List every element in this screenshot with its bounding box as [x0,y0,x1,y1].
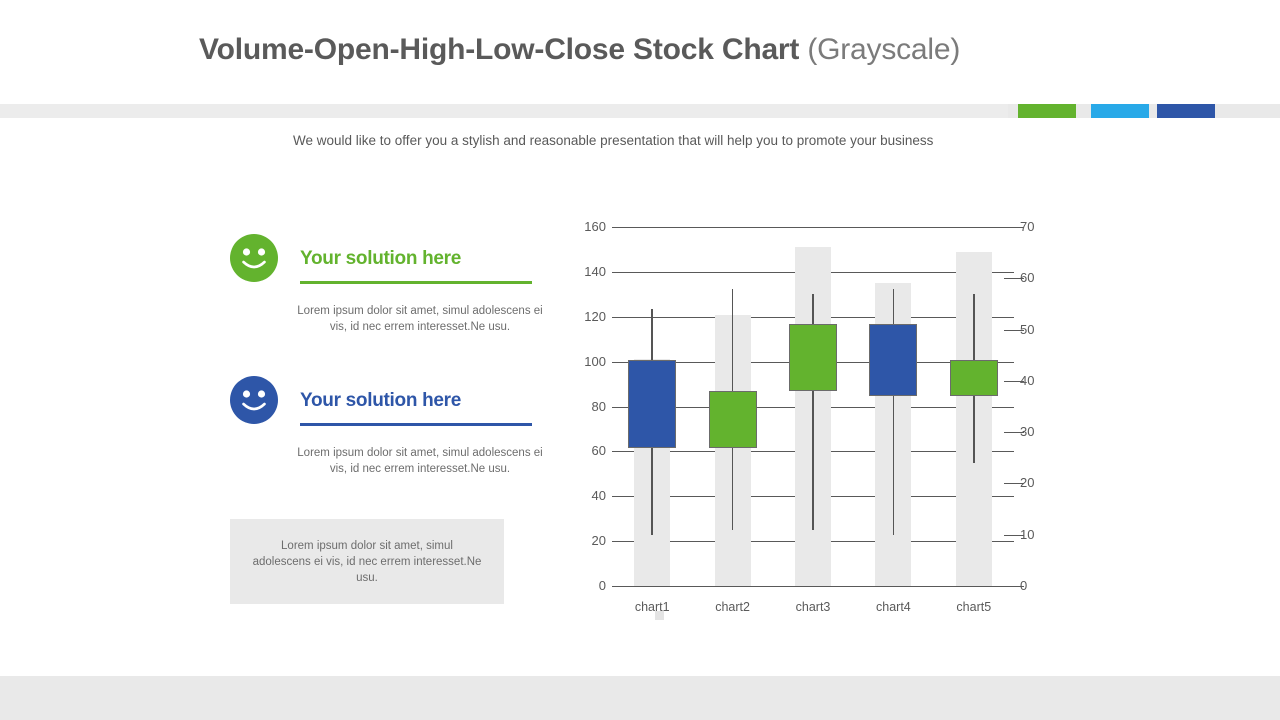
solution-heading-2: Your solution here [300,390,462,411]
ohlc-wick [812,293,814,530]
note-box-text: Lorem ipsum dolor sit amet, simul adoles… [252,539,482,584]
header-rule-left [0,104,1008,118]
accent-bar-blue [1157,104,1215,118]
x-axis-label-chart5: chart5 [956,600,992,614]
y-axis-left-tick: 120 [584,308,606,324]
y-axis-right-tickmark [1004,227,1024,228]
footer-bar [0,676,1280,720]
y-axis-right-tick: 0 [1020,578,1066,593]
candlestick-body [949,360,998,397]
stock-chart: 0 20 40 60 80 100 120 140 160 0 10 20 30 40 50 60 70 cha… [560,200,1100,640]
y-axis-left-tick: 20 [591,533,606,549]
legend-swatch-volume [655,611,664,620]
y-axis-right-tick: 70 [1020,219,1035,234]
y-axis-right-tickmark [1004,534,1024,536]
page-title-light: (Grayscale) [807,33,961,66]
smiley-face-icon [230,376,278,424]
solution-heading-1: Your solution here [300,248,462,269]
x-axis-label-chart1: chart1 [634,600,670,614]
accent-bar-cyan [1091,104,1149,118]
chart-x-axis-labels: chart1 chart2 chart3 chart4 chart5 [612,600,1014,620]
smiley-face-icon [230,234,278,282]
candlestick-body [708,391,757,448]
y-axis-right-tickmark [1004,432,1024,434]
y-axis-right-tick: 30 [1020,424,1035,440]
chart-gridline [612,586,1014,587]
y-axis-right-tick: 10 [1020,526,1035,542]
y-axis-right-tick: 20 [1020,475,1035,491]
page-subtitle: We would like to offer you a stylish and… [293,133,934,148]
solution-underline-2 [300,423,532,426]
accent-bar-green [1018,104,1076,118]
y-axis-right-tickmark [1004,278,1024,280]
chart-plot-area: 020406080100120140160010203040506070 [584,219,1034,593]
y-axis-right-tick: 60 [1020,270,1035,286]
candlestick-body [789,324,837,392]
x-axis-label-chart3: chart3 [795,600,831,614]
y-axis-left-tick: 0 [598,578,606,593]
y-axis-right-tickmark [1004,483,1024,485]
page-title-main: Volume-Open-High-Low-Close Stock Chart [199,33,808,66]
solution-body-1: Lorem ipsum dolor sit amet, simul adoles… [297,305,543,333]
y-axis-right-tick: 40 [1020,372,1035,388]
chart-gridline [612,227,1014,228]
note-box: Lorem ipsum dolor sit amet, simul adoles… [230,519,504,604]
y-axis-left-tick: 100 [584,353,606,369]
y-axis-right-tickmark [1004,329,1024,331]
candlestick-body [869,324,918,397]
y-axis-right-tickmark [1004,380,1024,382]
x-axis-label-chart4: chart4 [876,600,911,614]
y-axis-left-tick: 80 [591,398,606,414]
solution-body-2: Lorem ipsum dolor sit amet, simul adoles… [297,447,543,475]
x-axis-label-chart2: chart2 [715,600,750,614]
y-axis-right-tickmark [1004,586,1024,587]
y-axis-left-tick: 60 [591,443,606,459]
page-title: Volume-Open-High-Low-Close Stock Chart (… [199,33,960,67]
y-axis-left-tick: 160 [584,219,606,234]
y-axis-right-tick: 50 [1020,321,1035,337]
solution-underline-1 [300,281,532,284]
candlestick-body [628,360,677,448]
ohlc-wick [892,288,895,535]
y-axis-left-tick: 140 [584,263,606,279]
y-axis-left-tick: 40 [591,488,606,504]
